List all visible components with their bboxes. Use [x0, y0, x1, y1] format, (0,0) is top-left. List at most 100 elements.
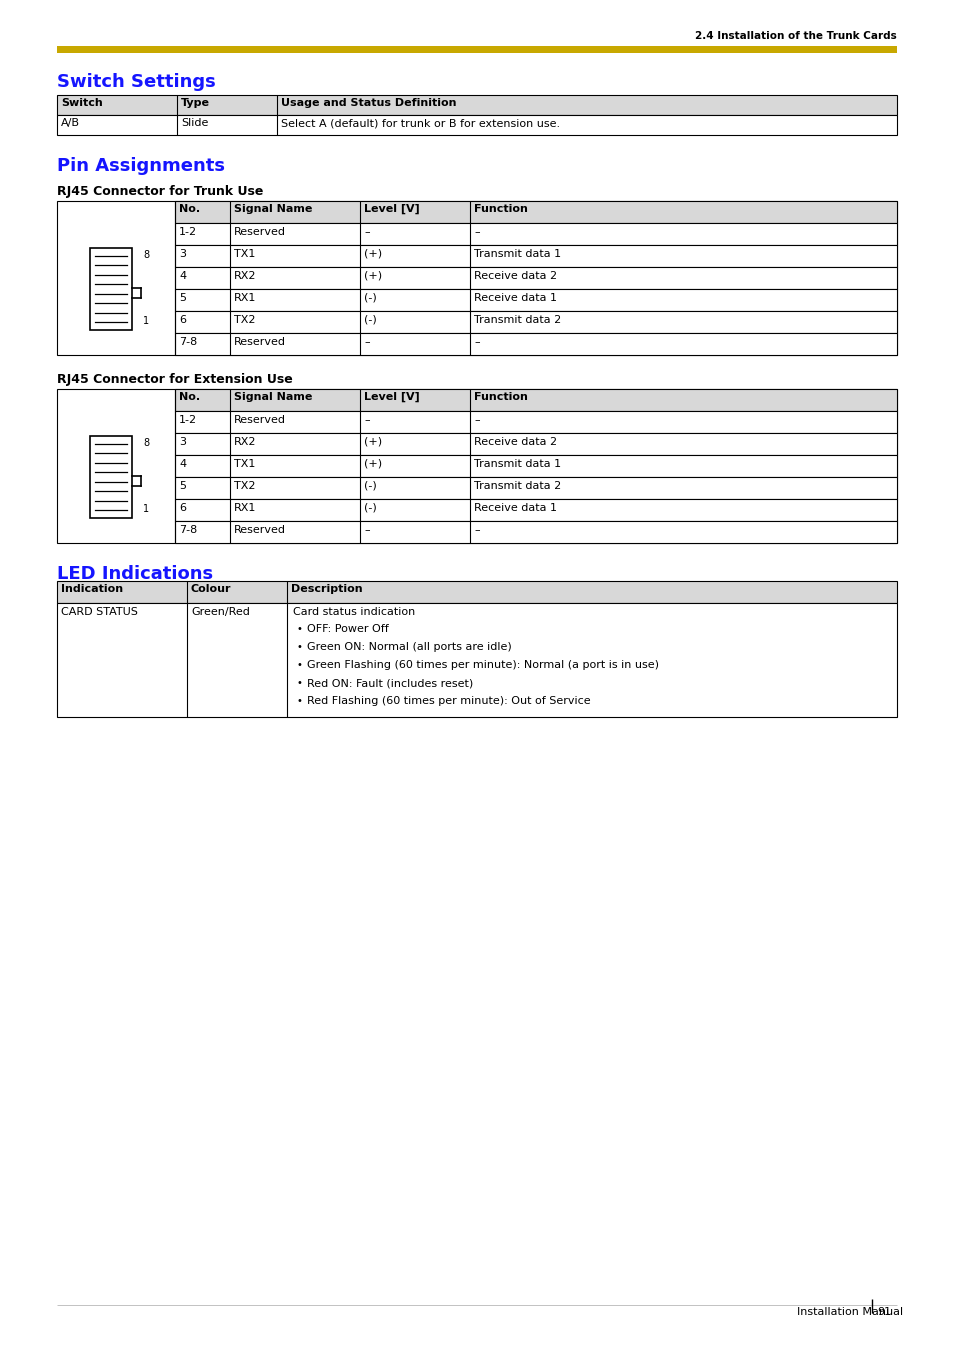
- Text: Transmit data 1: Transmit data 1: [474, 459, 560, 469]
- Text: Receive data 1: Receive data 1: [474, 503, 557, 513]
- Bar: [174, 311, 896, 332]
- Text: (-): (-): [364, 481, 376, 490]
- Bar: [174, 477, 896, 499]
- Bar: [174, 499, 896, 521]
- Bar: [57, 389, 896, 543]
- Text: Signal Name: Signal Name: [233, 392, 312, 403]
- Text: •: •: [296, 678, 302, 688]
- Text: Reserved: Reserved: [233, 526, 286, 535]
- Bar: [174, 521, 896, 543]
- Text: (+): (+): [364, 249, 382, 259]
- Text: RX1: RX1: [233, 293, 256, 303]
- Bar: [90, 436, 132, 517]
- Text: Green Flashing (60 times per minute): Normal (a port is in use): Green Flashing (60 times per minute): No…: [307, 661, 659, 670]
- Bar: [57, 95, 896, 115]
- Bar: [90, 249, 132, 330]
- Bar: [57, 581, 896, 603]
- Text: Pin Assignments: Pin Assignments: [57, 157, 225, 176]
- Text: 2.4 Installation of the Trunk Cards: 2.4 Installation of the Trunk Cards: [695, 31, 896, 41]
- Text: Description: Description: [291, 584, 362, 594]
- Text: 4: 4: [179, 459, 186, 469]
- Text: Red Flashing (60 times per minute): Out of Service: Red Flashing (60 times per minute): Out …: [307, 696, 590, 707]
- Text: –: –: [364, 336, 369, 347]
- Text: •: •: [296, 624, 302, 634]
- Text: 1-2: 1-2: [179, 227, 197, 236]
- Text: 7-8: 7-8: [179, 526, 197, 535]
- Text: Signal Name: Signal Name: [233, 204, 312, 213]
- Text: Green ON: Normal (all ports are idle): Green ON: Normal (all ports are idle): [307, 642, 511, 653]
- Text: Reserved: Reserved: [233, 336, 286, 347]
- Text: Colour: Colour: [191, 584, 232, 594]
- Text: TX1: TX1: [233, 459, 255, 469]
- Text: Level [V]: Level [V]: [364, 392, 419, 403]
- Text: Installation Manual: Installation Manual: [796, 1306, 902, 1317]
- Text: TX2: TX2: [233, 481, 255, 490]
- Text: No.: No.: [179, 204, 200, 213]
- Text: Transmit data 1: Transmit data 1: [474, 249, 560, 259]
- Text: A/B: A/B: [61, 118, 80, 128]
- Text: 6: 6: [179, 503, 186, 513]
- Text: (+): (+): [364, 272, 382, 281]
- Text: 1-2: 1-2: [179, 415, 197, 426]
- Bar: [174, 267, 896, 289]
- Text: RJ45 Connector for Extension Use: RJ45 Connector for Extension Use: [57, 373, 293, 386]
- Text: –: –: [364, 415, 369, 426]
- Text: RJ45 Connector for Trunk Use: RJ45 Connector for Trunk Use: [57, 185, 263, 199]
- Text: 8: 8: [143, 438, 149, 449]
- Bar: [57, 115, 896, 135]
- Text: CARD STATUS: CARD STATUS: [61, 607, 138, 617]
- Text: OFF: Power Off: OFF: Power Off: [307, 624, 388, 634]
- Bar: [174, 389, 896, 411]
- Text: •: •: [296, 696, 302, 707]
- Bar: [57, 603, 896, 717]
- Text: Switch Settings: Switch Settings: [57, 73, 215, 91]
- Text: Reserved: Reserved: [233, 415, 286, 426]
- Text: Green/Red: Green/Red: [191, 607, 250, 617]
- Text: Receive data 1: Receive data 1: [474, 293, 557, 303]
- Bar: [174, 245, 896, 267]
- Text: Receive data 2: Receive data 2: [474, 272, 557, 281]
- Text: Indication: Indication: [61, 584, 123, 594]
- Text: (+): (+): [364, 436, 382, 447]
- Text: TX2: TX2: [233, 315, 255, 326]
- Text: 1: 1: [143, 316, 149, 326]
- Text: RX2: RX2: [233, 436, 256, 447]
- Text: 7-8: 7-8: [179, 336, 197, 347]
- Text: Card status indication: Card status indication: [293, 607, 415, 617]
- Text: 5: 5: [179, 481, 186, 490]
- Text: 1: 1: [143, 504, 149, 513]
- Text: Function: Function: [474, 392, 527, 403]
- Text: 6: 6: [179, 315, 186, 326]
- Text: 91: 91: [876, 1306, 890, 1317]
- Text: 5: 5: [179, 293, 186, 303]
- Text: –: –: [474, 415, 479, 426]
- Text: Function: Function: [474, 204, 527, 213]
- Bar: [57, 46, 896, 53]
- Text: –: –: [474, 227, 479, 236]
- Text: –: –: [474, 526, 479, 535]
- Text: Slide: Slide: [181, 118, 208, 128]
- Text: 8: 8: [143, 250, 149, 259]
- Text: No.: No.: [179, 392, 200, 403]
- Text: –: –: [364, 227, 369, 236]
- Text: (-): (-): [364, 315, 376, 326]
- Bar: [57, 201, 896, 355]
- Text: •: •: [296, 661, 302, 670]
- Text: Select A (default) for trunk or B for extension use.: Select A (default) for trunk or B for ex…: [281, 118, 559, 128]
- Text: (-): (-): [364, 293, 376, 303]
- Text: (+): (+): [364, 459, 382, 469]
- Bar: [174, 434, 896, 455]
- Text: LED Indications: LED Indications: [57, 565, 213, 584]
- Text: Switch: Switch: [61, 99, 103, 108]
- Text: TX1: TX1: [233, 249, 255, 259]
- Text: –: –: [364, 526, 369, 535]
- Text: Red ON: Fault (includes reset): Red ON: Fault (includes reset): [307, 678, 473, 688]
- Bar: [174, 455, 896, 477]
- Text: 4: 4: [179, 272, 186, 281]
- Bar: [174, 289, 896, 311]
- Text: RX1: RX1: [233, 503, 256, 513]
- Text: 3: 3: [179, 436, 186, 447]
- Text: RX2: RX2: [233, 272, 256, 281]
- Text: •: •: [296, 642, 302, 653]
- Bar: [174, 223, 896, 245]
